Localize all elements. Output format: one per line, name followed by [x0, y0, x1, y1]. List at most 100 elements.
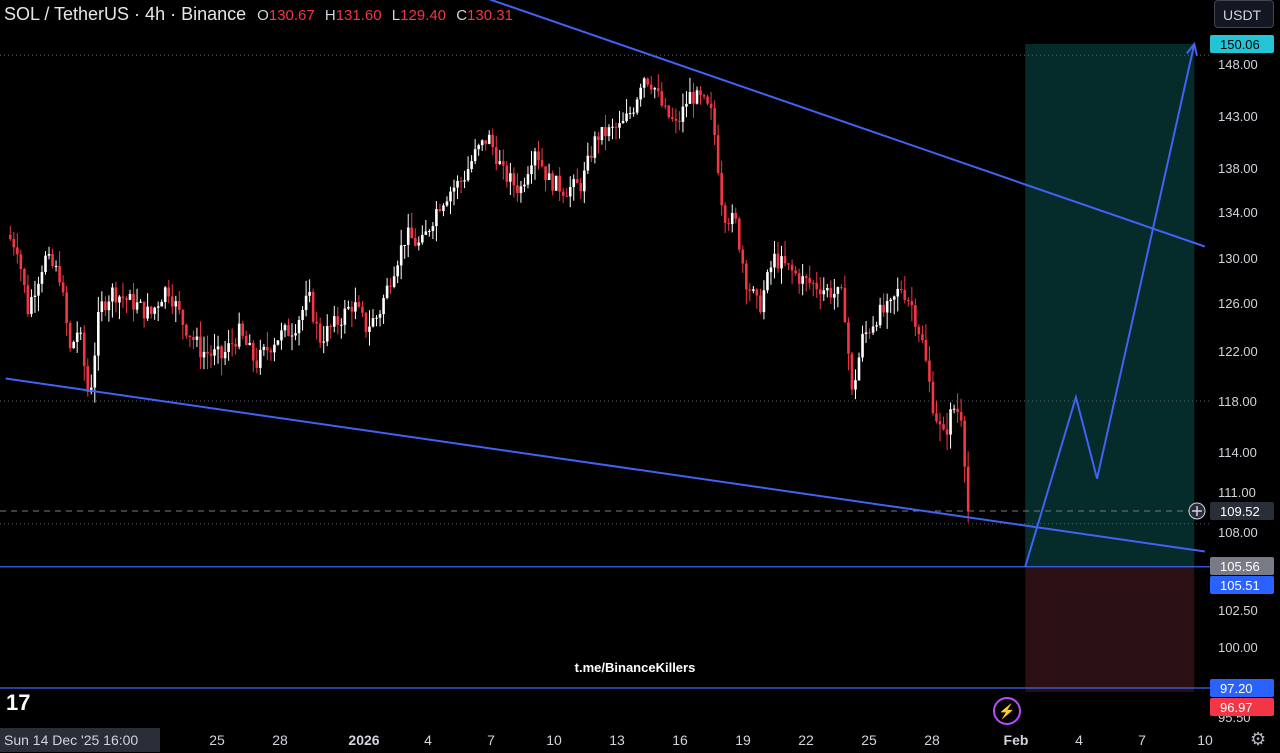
currency-unit-button[interactable]: USDT	[1214, 0, 1274, 28]
gear-icon[interactable]: ⚙	[1250, 729, 1267, 749]
candle-body	[787, 263, 790, 265]
candle-body	[642, 78, 646, 88]
candle-body	[797, 273, 801, 284]
candle-body	[847, 322, 850, 354]
candle-body	[516, 185, 519, 194]
candle-body	[477, 145, 480, 150]
candle-body	[216, 346, 220, 350]
candle-body	[907, 300, 910, 302]
candle-body	[315, 321, 318, 324]
candle-body	[30, 296, 33, 315]
lightning-icon[interactable]: ⚡	[993, 697, 1021, 725]
tradingview-logo[interactable]: 17	[6, 690, 31, 715]
projection-arrowhead	[1186, 41, 1198, 56]
candle-body	[396, 265, 399, 277]
chart-header: SOL / TetherUS · 4h · Binance O130.67 H1…	[4, 4, 519, 25]
candle-body	[399, 245, 403, 266]
candle-body	[794, 270, 797, 274]
candle-body	[561, 191, 565, 196]
y-axis-tick: 122.00	[1218, 344, 1258, 359]
price-tag-label: 105.51	[1220, 578, 1260, 593]
candle-body	[699, 90, 702, 96]
candle-body	[174, 301, 178, 307]
candle-body	[681, 106, 685, 122]
low-label: L	[391, 7, 401, 24]
candle-body	[463, 180, 466, 182]
projection-path[interactable]	[1024, 43, 1196, 568]
x-axis-tick: 25	[209, 732, 225, 748]
price-tag	[1210, 679, 1274, 697]
candle-body	[283, 325, 287, 331]
candle-body	[892, 296, 896, 300]
candle-body	[790, 264, 794, 271]
candle-body	[44, 255, 47, 273]
candle-body	[664, 105, 667, 107]
x-axis-tick: Feb	[1004, 732, 1029, 748]
candle-body	[882, 304, 885, 313]
candle-body	[456, 180, 459, 188]
candle-body	[685, 103, 688, 107]
price-tag	[1210, 576, 1274, 594]
candle-body	[188, 335, 192, 337]
candle-body	[23, 268, 26, 286]
candle-body	[762, 290, 766, 313]
candle-body	[406, 227, 410, 245]
candle-body	[470, 161, 473, 170]
candle-body	[332, 316, 336, 327]
open-value: 130.67	[268, 7, 315, 24]
candle-body	[209, 353, 213, 356]
symbol-title[interactable]: SOL / TetherUS · 4h · Binance	[4, 4, 247, 24]
trendline[interactable]	[5, 377, 1205, 553]
trendline[interactable]	[438, 0, 1206, 248]
candle-body	[526, 174, 530, 185]
candle-body	[653, 88, 657, 90]
candle-body	[547, 173, 551, 180]
candle-body	[287, 325, 290, 336]
candle-body	[706, 96, 709, 104]
candle-body	[146, 306, 149, 319]
candle-body	[128, 293, 132, 300]
close-label: C	[456, 7, 468, 24]
candle-body	[928, 360, 931, 382]
candle-body	[678, 120, 681, 122]
price-tag	[1210, 557, 1274, 575]
candle-body	[340, 324, 343, 326]
candle-body	[607, 127, 611, 137]
candle-body	[466, 169, 470, 181]
candle-body	[752, 289, 755, 291]
candle-body	[921, 334, 924, 341]
candle-body	[343, 308, 347, 325]
candle-body	[590, 155, 593, 158]
candle-body	[586, 155, 590, 171]
candle-body	[311, 291, 315, 322]
candle-body	[554, 175, 558, 191]
candle-body	[40, 272, 44, 284]
candle-body	[730, 212, 734, 225]
low-value: 129.40	[400, 7, 447, 24]
candle-body	[811, 282, 815, 284]
candle-body	[185, 324, 188, 336]
candle-body	[861, 333, 864, 358]
candle-body	[445, 201, 449, 206]
candle-body	[938, 421, 942, 425]
candle-body	[600, 127, 604, 141]
candle-body	[533, 151, 537, 166]
candle-body	[671, 117, 674, 119]
y-axis-tick: 102.50	[1218, 603, 1258, 618]
candle-body	[519, 186, 523, 194]
y-axis-tick: 148.00	[1218, 57, 1258, 72]
candle-body	[579, 182, 583, 192]
candle-body	[294, 333, 297, 336]
price-tag	[1210, 698, 1274, 716]
candle-body	[766, 272, 769, 291]
candle-body	[364, 312, 368, 332]
candle-body	[737, 218, 741, 250]
candle-body	[452, 187, 456, 192]
candle-body	[139, 301, 142, 303]
x-axis-tick: 13	[609, 732, 625, 748]
y-axis-tick: 118.00	[1218, 394, 1257, 409]
stop-zone	[1025, 566, 1195, 692]
candle-body	[410, 227, 414, 239]
candle-body	[417, 242, 421, 246]
